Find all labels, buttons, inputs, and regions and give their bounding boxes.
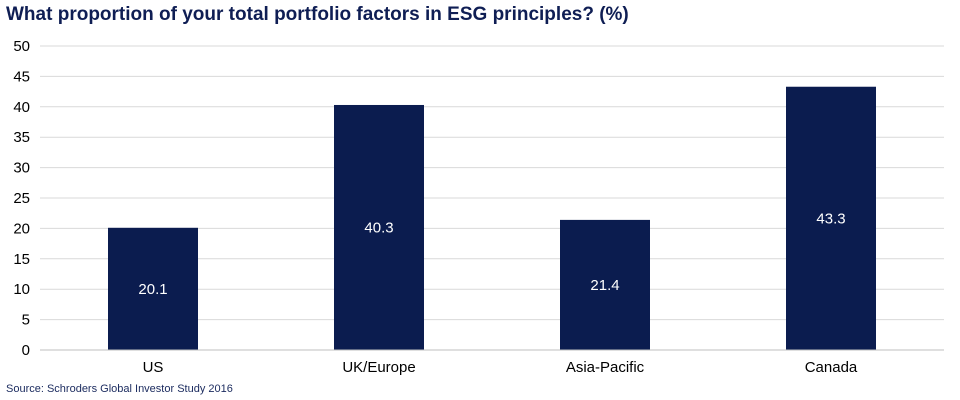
y-tick-label: 15 [13, 251, 30, 268]
bar-value-label: 43.3 [816, 210, 845, 227]
y-tick-label: 20 [13, 220, 30, 237]
y-tick-label: 25 [13, 190, 30, 207]
x-tick-label: US [143, 359, 164, 376]
y-tick-label: 50 [13, 38, 30, 55]
bar-value-label: 40.3 [364, 219, 393, 236]
bar [334, 104, 424, 350]
bar-value-label: 21.4 [590, 277, 619, 294]
x-tick-label: Asia-Pacific [566, 359, 645, 376]
y-tick-label: 30 [13, 160, 30, 177]
data-labels: 20.1 40.3 21.4 43.3 [138, 210, 845, 298]
y-tick-label: 40 [13, 99, 30, 116]
y-tick-label: 5 [22, 312, 30, 329]
y-axis-ticks: 0 5 10 15 20 25 30 35 40 45 50 [13, 38, 30, 359]
bar-value-label: 20.1 [138, 281, 167, 298]
y-tick-label: 0 [22, 342, 30, 359]
bars [108, 86, 876, 351]
y-tick-label: 35 [13, 129, 30, 146]
y-tick-label: 10 [13, 281, 30, 298]
x-tick-label: Canada [805, 359, 858, 376]
x-tick-label: UK/Europe [342, 359, 415, 376]
bar [108, 227, 198, 350]
chart-source: Source: Schroders Global Investor Study … [6, 383, 233, 395]
x-axis-ticks: US UK/Europe Asia-Pacific Canada [143, 359, 858, 376]
bar [560, 219, 650, 350]
chart-title: What proportion of your total portfolio … [6, 4, 629, 25]
bar [786, 86, 876, 351]
y-tick-label: 45 [13, 68, 30, 85]
